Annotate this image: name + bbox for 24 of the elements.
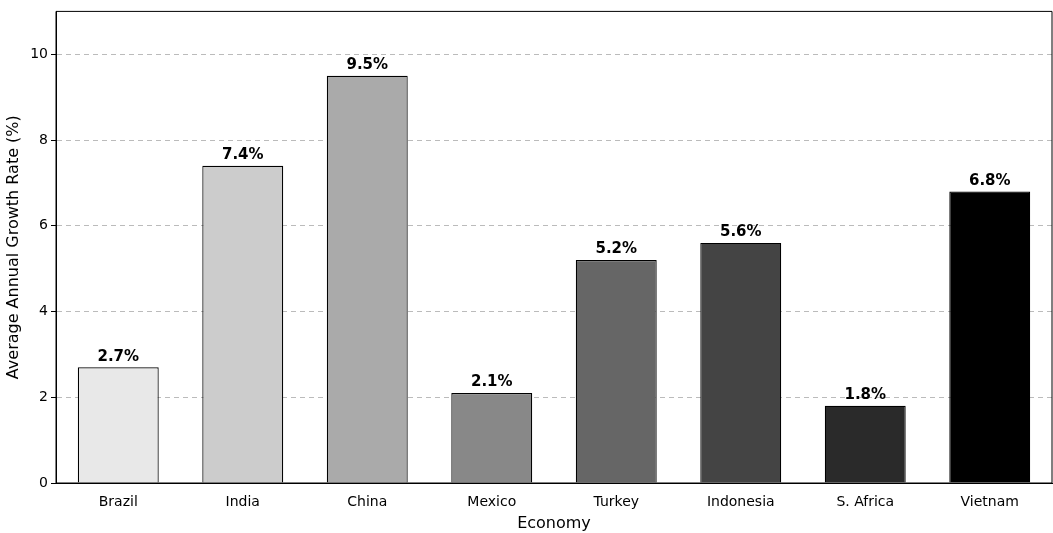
data-label: 1.8%	[844, 385, 887, 404]
y-tick-label: 8	[39, 130, 49, 147]
x-tick-label: Mexico	[467, 493, 517, 510]
data-label: 5.2%	[595, 239, 638, 258]
x-axis-title: Economy	[517, 512, 591, 532]
data-label: 2.1%	[470, 372, 513, 391]
y-tick-label: 6	[39, 216, 49, 233]
x-tick-label: Indonesia	[706, 493, 775, 510]
x-tick-label: Brazil	[98, 493, 138, 510]
y-tick-label: 2	[39, 387, 49, 404]
data-label: 9.5%	[346, 55, 389, 74]
y-tick-label: 4	[39, 302, 49, 319]
y-tick-label: 0	[39, 473, 49, 490]
data-label: 2.7%	[97, 346, 140, 365]
y-axis-title: Average Annual Growth Rate (%)	[2, 115, 22, 380]
x-tick-label: Vietnam	[960, 493, 1019, 510]
y-tick-label: 10	[30, 44, 49, 61]
x-tick-label: India	[225, 493, 260, 510]
x-tick-label: Turkey	[592, 493, 640, 510]
x-tick-label: China	[347, 493, 388, 510]
x-tick-label: S. Africa	[836, 493, 895, 510]
data-label: 5.6%	[719, 222, 762, 241]
data-label: 6.8%	[968, 170, 1011, 189]
data-label: 7.4%	[221, 145, 264, 164]
